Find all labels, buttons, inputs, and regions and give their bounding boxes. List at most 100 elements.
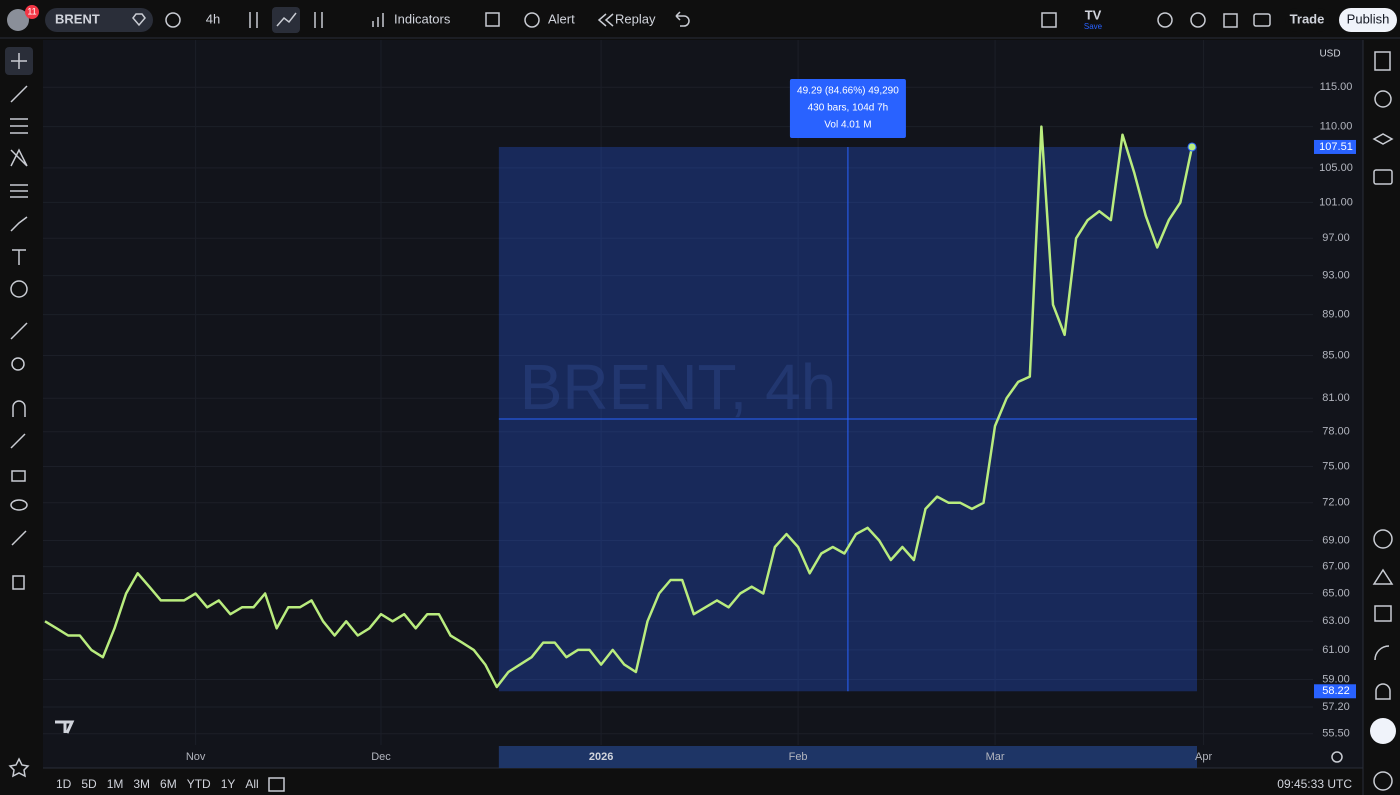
y-tick-label: 89.00: [1322, 309, 1350, 321]
hide-tool[interactable]: [10, 499, 28, 511]
projection-tool[interactable]: [10, 184, 28, 198]
y-tick-label: 69.00: [1322, 534, 1350, 546]
ruler-tool[interactable]: [10, 322, 28, 340]
icon-tool[interactable]: [10, 280, 28, 298]
range-button[interactable]: 1Y: [221, 777, 236, 791]
range-bar: 1D 5D 1M 3M 6M YTD 1Y All: [56, 777, 259, 791]
symbol-search[interactable]: [45, 8, 153, 32]
indicators-icon: [372, 13, 384, 27]
x-tick-label: Nov: [186, 751, 206, 763]
y-tick-label: 75.00: [1322, 460, 1350, 472]
bars-button[interactable]: [249, 12, 258, 28]
line-button[interactable]: [276, 12, 297, 27]
y-tick-label: 105.00: [1319, 162, 1353, 174]
clock: 09:45:33 UTC: [1277, 777, 1352, 791]
y-tick-label: 93.00: [1322, 270, 1350, 282]
y-tick-label: 101.00: [1319, 196, 1353, 208]
layouts-button[interactable]: [485, 12, 500, 27]
tv-button[interactable]: TV: [1085, 7, 1102, 22]
watermark: BRENT, 4h: [520, 351, 837, 423]
zoom-tool[interactable]: [11, 357, 25, 371]
indicators-button[interactable]: Indicators: [394, 11, 451, 26]
calendar-button[interactable]: [1374, 605, 1392, 622]
settings-button[interactable]: [1190, 12, 1206, 28]
price-label-bg: [1314, 684, 1356, 699]
currency[interactable]: USD: [1319, 49, 1340, 60]
price-label-bg: [1314, 139, 1356, 154]
favorites-button[interactable]: [8, 757, 30, 778]
publish-button[interactable]: Publish: [1347, 11, 1390, 26]
delete-tool[interactable]: [12, 575, 25, 590]
range-button[interactable]: 1M: [107, 777, 124, 791]
range-button[interactable]: 6M: [160, 777, 177, 791]
save-label[interactable]: Save: [1084, 22, 1103, 31]
chat-button[interactable]: [1373, 169, 1393, 185]
compare-button[interactable]: [165, 12, 181, 28]
alerts-button[interactable]: [1374, 90, 1392, 108]
ideas-button[interactable]: [1373, 529, 1393, 549]
price-line: [44, 125, 1194, 689]
apps-button[interactable]: [1370, 718, 1396, 744]
alert-button[interactable]: Alert: [548, 11, 575, 26]
fib-tool[interactable]: [10, 118, 28, 134]
chart-type-button[interactable]: [314, 12, 323, 28]
trade-button[interactable]: Trade: [1290, 11, 1325, 26]
pattern-tool[interactable]: [10, 148, 28, 167]
y-tick-label: 115.00: [1320, 81, 1353, 93]
symbol[interactable]: BRENT: [55, 11, 100, 26]
avatar[interactable]: [7, 9, 29, 31]
measure-box: [789, 79, 906, 138]
notifications-button[interactable]: [1375, 683, 1391, 700]
brush-tool[interactable]: [10, 216, 28, 232]
axis-settings[interactable]: [1331, 751, 1343, 763]
goto-date-button[interactable]: [268, 777, 285, 792]
draw-mode-tool[interactable]: [10, 433, 26, 449]
help-button[interactable]: [1373, 771, 1393, 791]
layout-button[interactable]: [1041, 12, 1057, 28]
range-button[interactable]: 1D: [56, 777, 72, 791]
measure-text: Vol 4.01 M: [824, 120, 871, 131]
lock-tool[interactable]: [11, 470, 26, 482]
link-tool[interactable]: [11, 530, 27, 546]
range-button[interactable]: All: [245, 777, 258, 791]
y-tick-label: 61.00: [1322, 644, 1350, 656]
text-tool[interactable]: [12, 249, 26, 265]
watchlist-button[interactable]: [1374, 51, 1391, 71]
snapshot-button[interactable]: [1253, 13, 1271, 27]
y-tick-label: 110.00: [1320, 121, 1353, 133]
range-button[interactable]: 5D: [81, 777, 97, 791]
y-tick-label: 63.00: [1322, 615, 1350, 627]
x-tick-label: Dec: [371, 751, 391, 763]
tv-logo: [55, 720, 75, 734]
interval[interactable]: 4h: [206, 11, 220, 26]
cursor-tool[interactable]: [11, 53, 27, 69]
grid: [43, 40, 1313, 745]
search-button[interactable]: [1157, 12, 1173, 28]
x-tick-label: Apr: [1195, 751, 1212, 763]
x-tick-label: 2026: [589, 751, 613, 763]
replay-button[interactable]: Replay: [615, 11, 656, 26]
price-label: 107.51: [1319, 141, 1353, 153]
y-tick-label: 67.00: [1322, 561, 1350, 573]
fullscreen-button[interactable]: [1223, 13, 1238, 28]
publish-button-bg: [1339, 8, 1397, 32]
y-tick-label: 59.00: [1322, 673, 1350, 685]
screener-button[interactable]: [1372, 568, 1394, 585]
range-button[interactable]: 3M: [133, 777, 150, 791]
symbol-icon: [132, 13, 146, 27]
badge: [25, 5, 39, 19]
stream-button[interactable]: [1374, 645, 1390, 661]
time-range-highlight: [498, 746, 1197, 768]
range-button[interactable]: YTD: [187, 777, 211, 791]
trend-line-tool[interactable]: [10, 85, 28, 103]
layers-button[interactable]: [1372, 133, 1394, 145]
undo-button[interactable]: [675, 11, 690, 27]
magnet-tool[interactable]: [12, 400, 26, 417]
alert-icon: [524, 12, 540, 28]
badge-count: 11: [27, 6, 36, 16]
chart-pane: [43, 40, 1313, 745]
replay-icon: [597, 13, 614, 27]
